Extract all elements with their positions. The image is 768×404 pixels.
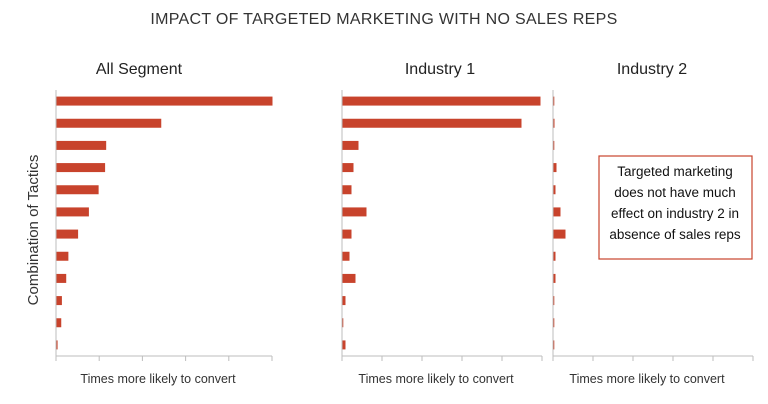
x-axis-label: Times more likely to convert	[358, 372, 514, 386]
panel-industry-1: Industry 1 Times more likely to convert	[341, 61, 543, 386]
bar	[553, 207, 561, 217]
chart-title: IMPACT OF TARGETED MARKETING WITH NO SAL…	[150, 11, 617, 28]
bar	[342, 185, 352, 195]
bar	[553, 318, 555, 328]
x-axis-label: Times more likely to convert	[569, 372, 725, 386]
bar	[342, 251, 350, 261]
bar	[553, 273, 556, 283]
bar	[56, 296, 62, 306]
bar	[342, 273, 356, 283]
bar	[342, 296, 346, 306]
bar	[342, 118, 522, 128]
x-axis-label: Times more likely to convert	[80, 372, 236, 386]
bar	[553, 185, 556, 195]
bar	[342, 229, 352, 239]
bar	[553, 163, 557, 173]
panel-title: Industry 2	[617, 61, 687, 78]
bar	[56, 140, 107, 150]
bar	[553, 251, 556, 261]
bar	[56, 163, 106, 173]
bar	[56, 273, 67, 283]
bar	[553, 296, 555, 306]
y-axis-label: Combination of Tactics	[25, 155, 42, 306]
annotation-line: does not have much	[614, 185, 736, 200]
bar	[56, 318, 62, 328]
bar	[342, 140, 359, 150]
bar	[553, 140, 555, 150]
panel-title: Industry 1	[405, 61, 475, 78]
annotation-border	[598, 155, 753, 260]
bar	[553, 340, 555, 350]
bar	[342, 207, 367, 217]
bar	[342, 163, 354, 173]
panel-title: All Segment	[96, 61, 183, 78]
annotation-line: absence of sales reps	[609, 227, 741, 242]
bar	[342, 96, 541, 106]
bar	[56, 118, 162, 128]
bar	[56, 340, 58, 350]
annotation-line: effect on industry 2 in	[611, 206, 739, 221]
annotation-line: Targeted marketing	[617, 164, 733, 179]
bar	[553, 96, 555, 106]
bar	[56, 96, 273, 106]
bar	[56, 229, 79, 239]
annotation-text: Targeted marketing does not have much effe…	[609, 164, 741, 242]
annotation-box: Targeted marketing does not have much effe…	[598, 155, 753, 260]
bar	[553, 229, 566, 239]
panel-all-segment: All Segment Times more likely to convert	[55, 61, 273, 386]
bar	[56, 207, 89, 217]
bar	[56, 251, 69, 261]
bar	[342, 318, 344, 328]
panel-industry-2: Industry 2 Times more likely to convert	[552, 61, 754, 386]
bar	[553, 118, 555, 128]
bar	[342, 340, 346, 350]
bar	[56, 185, 99, 195]
